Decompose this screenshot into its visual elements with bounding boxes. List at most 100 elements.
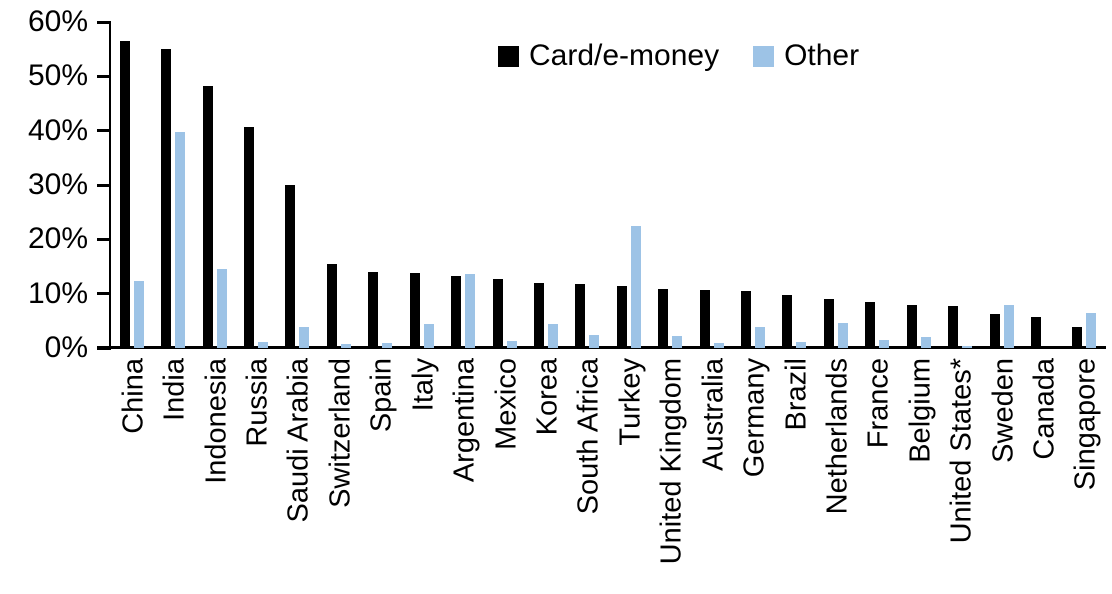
bar-other-sweden (1003, 304, 1014, 348)
x-label-slot: Sweden (981, 354, 1022, 592)
bar-other-singapore (1086, 312, 1097, 348)
x-label-slot: Argentina (442, 354, 483, 592)
bar-other-turkey (630, 226, 641, 348)
category-slot (691, 22, 732, 348)
y-axis-label: 10% (27, 276, 88, 310)
x-label-slot: United States* (939, 354, 980, 592)
y-axis-label: 30% (27, 168, 88, 201)
x-label-slot: China (111, 354, 152, 592)
x-label-slot: Switzerland (318, 354, 359, 592)
category-slot (649, 22, 690, 348)
bar-card-e-money-australia (699, 289, 710, 348)
x-axis-label: Turkey (614, 358, 647, 446)
category-slot (194, 22, 235, 348)
x-axis-label: Germany (738, 358, 771, 478)
x-label-slot: Italy (401, 354, 442, 592)
bar-other-switzerland (340, 344, 351, 348)
category-slot (815, 22, 856, 348)
bar-card-e-money-united-states- (948, 306, 959, 348)
bar-card-e-money-united-kingdom (658, 288, 669, 348)
bar-card-e-money-korea (533, 282, 544, 348)
category-slot (857, 22, 898, 348)
x-label-slot: Korea (525, 354, 566, 592)
x-axis-label: Australia (697, 358, 730, 471)
y-tick (97, 129, 111, 133)
bar-card-e-money-italy (409, 272, 420, 348)
bar-card-e-money-china (119, 41, 130, 348)
x-label-slot: Singapore (1064, 354, 1105, 592)
bar-card-e-money-india (161, 49, 172, 348)
category-slot (152, 22, 193, 348)
category-slot (235, 22, 276, 348)
x-label-slot: Mexico (484, 354, 525, 592)
category-slot (1064, 22, 1105, 348)
legend: Card/e-money Other (498, 41, 859, 71)
category-slot (1022, 22, 1063, 348)
x-axis-label: Korea (531, 358, 564, 436)
bar-card-e-money-russia (243, 127, 254, 348)
x-axis-line (97, 346, 1106, 349)
bar-other-south-africa (589, 335, 600, 348)
bar-card-e-money-switzerland (326, 263, 337, 348)
x-axis-label: South Africa (572, 358, 605, 515)
y-axis-line (109, 21, 111, 348)
category-slot (898, 22, 939, 348)
x-label-slot: Saudi Arabia (277, 354, 318, 592)
x-label-slot: India (152, 354, 193, 592)
bar-card-e-money-singapore (1072, 327, 1083, 348)
x-label-slot: Spain (360, 354, 401, 592)
bar-card-e-money-canada (1030, 316, 1041, 348)
x-axis-labels: China India Indonesia Russia Saudi Arabia Swi… (111, 354, 1105, 592)
category-slot (939, 22, 980, 348)
category-slot (401, 22, 442, 348)
bar-other-belgium (920, 337, 931, 348)
category-slot (360, 22, 401, 348)
bar-other-mexico (506, 340, 517, 348)
x-label-slot: South Africa (567, 354, 608, 592)
category-slot (484, 22, 525, 348)
category-slot (525, 22, 566, 348)
x-label-slot: France (857, 354, 898, 592)
bar-other-spain (382, 343, 393, 348)
x-axis-label: Spain (365, 358, 398, 433)
bar-card-e-money-netherlands (823, 298, 834, 348)
category-slot (442, 22, 483, 348)
x-label-slot: Germany (732, 354, 773, 592)
bar-other-india (175, 132, 186, 348)
x-axis-label: Canada (1028, 358, 1061, 460)
y-tick (97, 20, 111, 24)
x-axis-label: Russia (241, 358, 274, 447)
x-label-slot: Belgium (898, 354, 939, 592)
y-tick (97, 74, 111, 78)
y-tick (97, 237, 111, 241)
bar-card-e-money-turkey (616, 286, 627, 348)
y-axis-label: 50% (27, 59, 88, 93)
x-label-slot: Indonesia (194, 354, 235, 592)
bar-other-italy (423, 324, 434, 348)
x-axis-label: France (862, 358, 895, 449)
bar-other-germany (755, 327, 766, 348)
bar-card-e-money-mexico (492, 278, 503, 348)
x-axis-label: Italy (407, 358, 440, 412)
bar-other-united-kingdom (672, 335, 683, 348)
legend-item-other: Other (753, 41, 859, 71)
x-axis-label: United Kingdom (655, 358, 688, 565)
legend-item-card-e-money: Card/e-money (498, 41, 719, 71)
x-label-slot: Australia (691, 354, 732, 592)
other-swatch (753, 45, 775, 67)
x-label-slot: Canada (1022, 354, 1063, 592)
category-slot (111, 22, 152, 348)
y-axis-label: 60% (27, 5, 88, 38)
bar-card-e-money-south-africa (575, 284, 586, 348)
bar-card-e-money-belgium (906, 304, 917, 348)
bar-other-saudi-arabia (299, 327, 310, 348)
bar-other-france (879, 339, 890, 348)
category-slot (732, 22, 773, 348)
bar-card-e-money-argentina (451, 276, 462, 348)
x-label-slot: Netherlands (815, 354, 856, 592)
bar-other-united-states- (962, 346, 973, 348)
x-axis-label: Brazil (780, 358, 813, 431)
bar-other-brazil (796, 341, 807, 348)
x-label-slot: Brazil (774, 354, 815, 592)
